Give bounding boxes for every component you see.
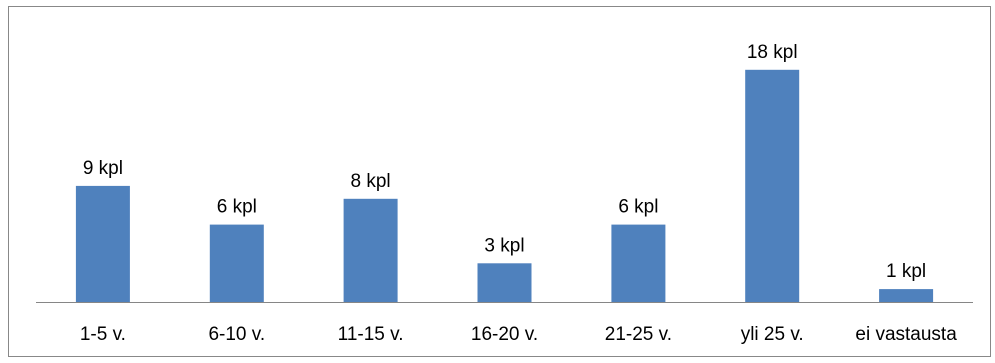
- data-label-5: 18 kpl: [747, 42, 798, 63]
- x-tick-label-1: 6-10 v.: [208, 324, 265, 345]
- x-tick-label-4: 21-25 v.: [605, 324, 672, 345]
- data-label-4: 6 kpl: [618, 197, 658, 218]
- data-label-2: 8 kpl: [351, 171, 391, 192]
- bar-5: [745, 69, 800, 302]
- bar-6: [879, 289, 934, 302]
- bar-4: [611, 224, 666, 302]
- bar-1: [209, 224, 264, 302]
- x-tick-label-3: 16-20 v.: [471, 324, 538, 345]
- bar-3: [477, 263, 532, 302]
- x-tick-labels: 1-5 v. 6-10 v. 11-15 v. 16-20 v. 21-25 v. yli…: [80, 324, 957, 345]
- x-tick-label-5: yli 25 v.: [741, 324, 804, 345]
- x-tick-label-6: ei vastausta: [855, 324, 957, 345]
- bar-0: [75, 185, 130, 302]
- data-label-1: 6 kpl: [217, 197, 257, 218]
- x-tick-label-2: 11-15 v.: [338, 324, 404, 345]
- data-label-6: 1 kpl: [886, 261, 926, 282]
- x-tick-label-0: 1-5 v.: [80, 324, 126, 345]
- data-label-3: 3 kpl: [484, 235, 524, 256]
- data-label-0: 9 kpl: [83, 158, 123, 179]
- bars-layer: [75, 69, 934, 302]
- data-labels-layer: 9 kpl 6 kpl 8 kpl 3 kpl 6 kpl 18 kpl 1 kpl: [83, 42, 926, 282]
- bar-2: [343, 198, 398, 302]
